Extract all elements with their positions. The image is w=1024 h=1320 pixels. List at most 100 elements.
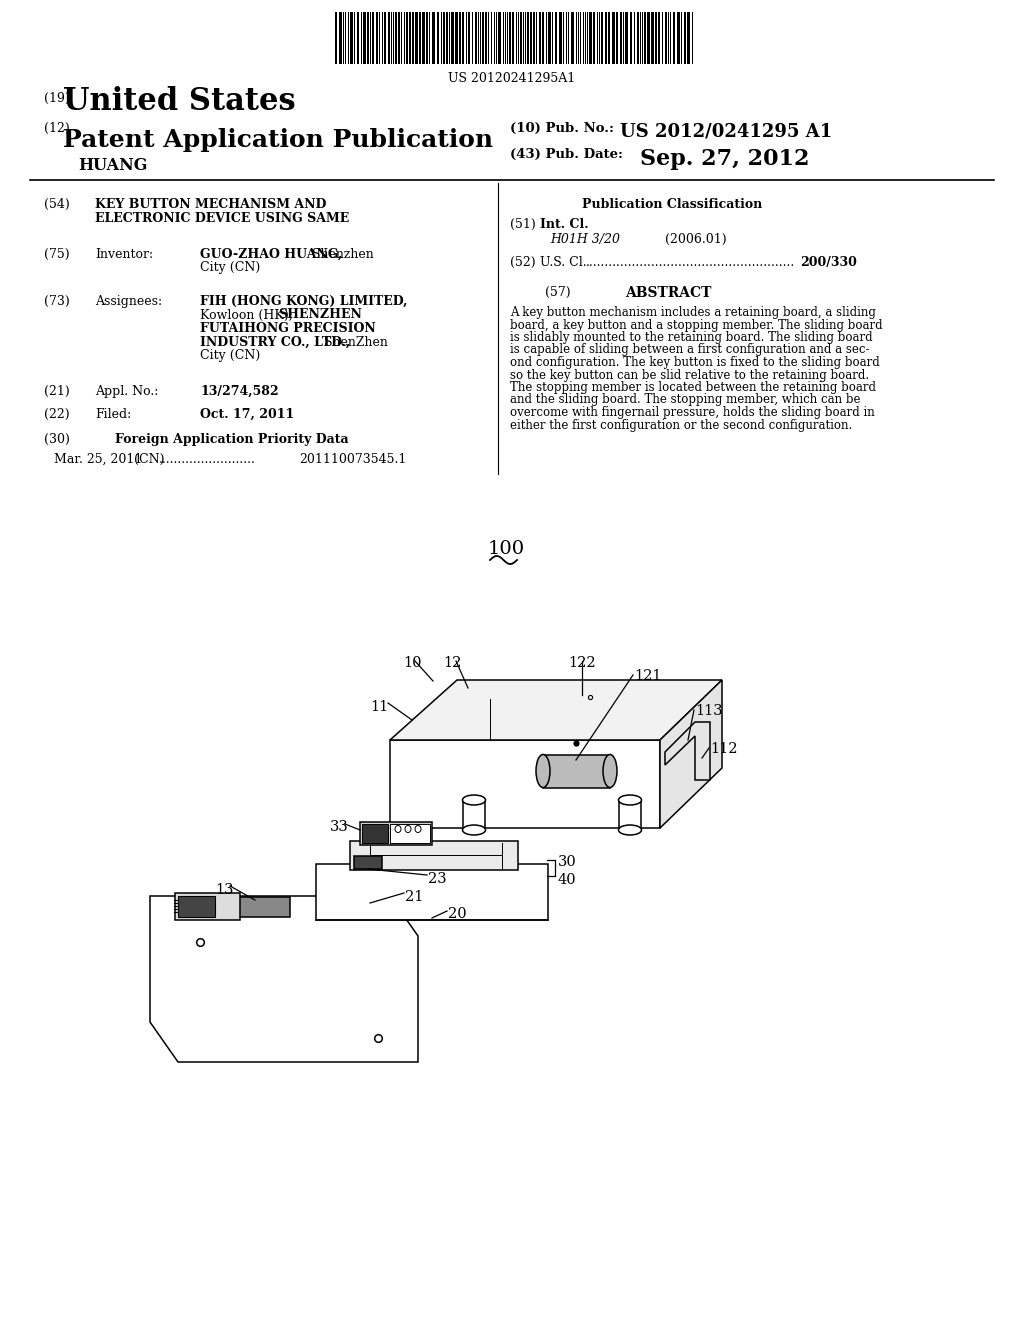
Text: 201110073545.1: 201110073545.1 bbox=[299, 453, 407, 466]
Polygon shape bbox=[543, 755, 610, 788]
Bar bbox=[406, 12, 408, 63]
Bar bbox=[509, 12, 511, 63]
Bar bbox=[485, 12, 487, 63]
Text: overcome with fingernail pressure, holds the sliding board in: overcome with fingernail pressure, holds… bbox=[510, 407, 874, 418]
Text: 11: 11 bbox=[370, 700, 388, 714]
Text: City (CN): City (CN) bbox=[200, 348, 260, 362]
Text: 20: 20 bbox=[449, 907, 467, 921]
Bar bbox=[451, 12, 454, 63]
Bar bbox=[620, 12, 622, 63]
Bar bbox=[605, 12, 607, 63]
Bar bbox=[367, 12, 369, 63]
Text: Int. Cl.: Int. Cl. bbox=[540, 218, 589, 231]
Bar bbox=[658, 12, 660, 63]
Text: (21): (21) bbox=[44, 385, 70, 399]
Text: Oct. 17, 2011: Oct. 17, 2011 bbox=[200, 408, 294, 421]
Text: Assignees:: Assignees: bbox=[95, 294, 162, 308]
Text: (73): (73) bbox=[44, 294, 70, 308]
Text: 13/274,582: 13/274,582 bbox=[200, 385, 279, 399]
Text: 113: 113 bbox=[695, 704, 723, 718]
Bar bbox=[601, 12, 603, 63]
Polygon shape bbox=[360, 822, 432, 845]
Bar bbox=[357, 12, 359, 63]
Bar bbox=[350, 12, 353, 63]
Bar bbox=[673, 12, 675, 63]
Bar bbox=[446, 12, 449, 63]
Bar bbox=[455, 12, 458, 63]
Text: 121: 121 bbox=[634, 669, 662, 682]
Bar bbox=[376, 12, 378, 63]
Text: is capable of sliding between a first configuration and a sec-: is capable of sliding between a first co… bbox=[510, 343, 869, 356]
Text: (2006.01): (2006.01) bbox=[665, 234, 727, 246]
Text: 10: 10 bbox=[403, 656, 422, 671]
Bar bbox=[339, 12, 342, 63]
Text: ond configuration. The key button is fixed to the sliding board: ond configuration. The key button is fix… bbox=[510, 356, 880, 370]
Polygon shape bbox=[350, 841, 518, 870]
Text: 100: 100 bbox=[488, 540, 525, 558]
Bar bbox=[388, 12, 390, 63]
Bar bbox=[498, 12, 501, 63]
Text: (19): (19) bbox=[44, 92, 70, 106]
Text: HUANG: HUANG bbox=[78, 157, 147, 174]
Text: Appl. No.:: Appl. No.: bbox=[95, 385, 159, 399]
Bar bbox=[530, 12, 532, 63]
Text: 23: 23 bbox=[428, 873, 446, 886]
Text: Sep. 27, 2012: Sep. 27, 2012 bbox=[640, 148, 810, 170]
Polygon shape bbox=[390, 824, 430, 843]
Bar bbox=[372, 12, 374, 63]
Bar bbox=[426, 12, 428, 63]
Bar bbox=[412, 12, 414, 63]
Bar bbox=[589, 12, 592, 63]
Text: (CN): (CN) bbox=[134, 453, 165, 466]
Ellipse shape bbox=[618, 795, 641, 805]
Bar bbox=[555, 12, 557, 63]
Text: Inventor:: Inventor: bbox=[95, 248, 154, 261]
Bar bbox=[422, 12, 425, 63]
Text: 40: 40 bbox=[558, 873, 577, 887]
Text: Foreign Application Priority Data: Foreign Application Priority Data bbox=[115, 433, 348, 446]
Text: so the key button can be slid relative to the retaining board.: so the key button can be slid relative t… bbox=[510, 368, 869, 381]
Ellipse shape bbox=[406, 825, 411, 833]
Text: Publication Classification: Publication Classification bbox=[582, 198, 762, 211]
Bar bbox=[415, 12, 418, 63]
Text: SHENZHEN: SHENZHEN bbox=[278, 309, 361, 322]
Text: FUTAIHONG PRECISION: FUTAIHONG PRECISION bbox=[200, 322, 376, 335]
Text: ......................................................: ........................................… bbox=[586, 256, 796, 269]
Text: 13: 13 bbox=[215, 883, 233, 898]
Text: (30): (30) bbox=[44, 433, 70, 446]
Text: 33: 33 bbox=[330, 820, 349, 834]
Ellipse shape bbox=[536, 755, 550, 788]
Text: City (CN): City (CN) bbox=[200, 261, 260, 275]
Text: Mar. 25, 2011: Mar. 25, 2011 bbox=[54, 453, 142, 466]
Text: (51): (51) bbox=[510, 218, 536, 231]
Text: GUO-ZHAO HUANG,: GUO-ZHAO HUANG, bbox=[200, 248, 342, 261]
Bar bbox=[539, 12, 541, 63]
Text: Shenzhen: Shenzhen bbox=[308, 248, 374, 261]
Ellipse shape bbox=[618, 825, 641, 836]
Text: and the sliding board. The stopping member, which can be: and the sliding board. The stopping memb… bbox=[510, 393, 860, 407]
Bar bbox=[665, 12, 667, 63]
Bar bbox=[384, 12, 386, 63]
Text: (10) Pub. No.:: (10) Pub. No.: bbox=[510, 121, 614, 135]
Bar bbox=[548, 12, 551, 63]
Text: either the first configuration or the second configuration.: either the first configuration or the se… bbox=[510, 418, 852, 432]
Bar bbox=[647, 12, 650, 63]
Bar bbox=[630, 12, 632, 63]
Text: 112: 112 bbox=[710, 742, 737, 756]
Bar bbox=[651, 12, 654, 63]
Polygon shape bbox=[175, 894, 240, 920]
Text: The stopping member is located between the retaining board: The stopping member is located between t… bbox=[510, 381, 876, 393]
Bar bbox=[409, 12, 411, 63]
Bar bbox=[468, 12, 470, 63]
Text: (52): (52) bbox=[510, 256, 536, 269]
Text: ShenZhen: ShenZhen bbox=[319, 335, 388, 348]
Bar bbox=[593, 12, 595, 63]
Bar bbox=[644, 12, 646, 63]
Text: 30: 30 bbox=[558, 855, 577, 869]
Text: FIH (HONG KONG) LIMITED,: FIH (HONG KONG) LIMITED, bbox=[200, 294, 408, 308]
Polygon shape bbox=[390, 741, 660, 828]
Bar bbox=[677, 12, 680, 63]
Bar bbox=[419, 12, 421, 63]
Bar bbox=[362, 12, 366, 63]
Bar bbox=[612, 12, 615, 63]
